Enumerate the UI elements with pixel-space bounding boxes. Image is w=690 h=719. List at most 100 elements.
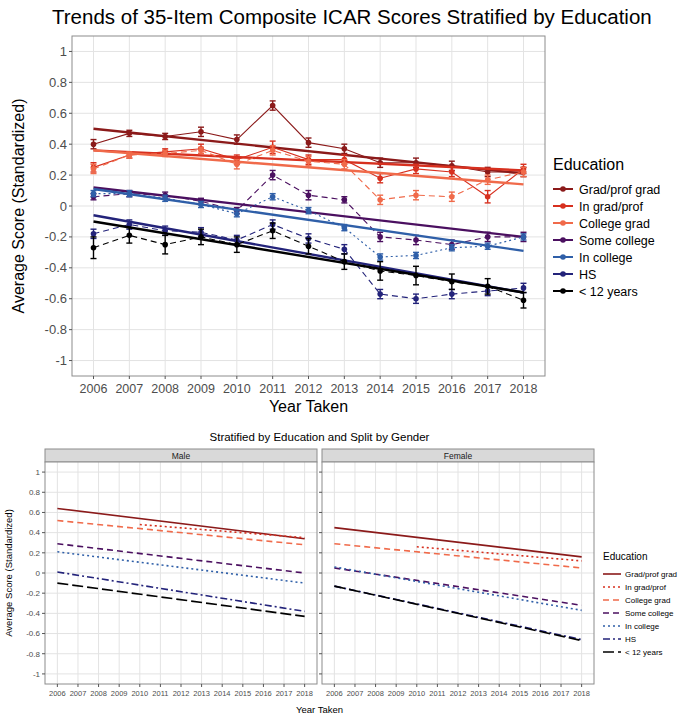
trend-line [94,150,524,184]
legend-marker [560,288,566,294]
x-tick [354,684,355,687]
grid-line [334,462,335,684]
y-tick [69,298,72,299]
legend-label: In college [625,622,660,631]
error-bar [413,266,419,285]
error-bar-cap [521,164,527,165]
data-point [91,191,97,197]
x-tick-label: 2006 [80,382,108,396]
x-tick [304,684,305,687]
error-bar-cap [449,298,455,299]
y-tick-label: 0.6 [29,508,41,517]
error-bar-cap [521,176,527,177]
grid-line [540,462,541,684]
x-tick-label: 2009 [388,689,405,698]
error-bar [485,191,491,203]
x-tick [201,684,202,687]
trend-line [57,583,304,616]
x-tick-label: 2010 [131,689,148,698]
y-tick [69,329,72,330]
error-bar-cap [306,199,312,200]
error-bar [485,175,491,184]
error-bar-cap [234,235,240,236]
x-axis-title: Year Taken [296,704,343,715]
x-tick [344,376,345,379]
error-bar-cap [521,232,527,233]
error-bar-cap [449,191,455,192]
x-tick-label: 2012 [295,382,323,396]
y-tick-label: 0.2 [29,549,41,558]
legend-item: College grad [603,596,670,605]
y-tick [42,532,45,533]
error-bar-cap [270,154,276,155]
error-bar [377,254,383,260]
error-bar [449,289,455,298]
data-point [306,208,312,214]
error-bar [306,238,312,253]
error-bar-cap [341,154,347,155]
error-bar-cap [306,190,312,191]
error-bar [162,150,168,156]
x-tick [334,684,335,687]
error-bar-cap [485,190,491,191]
error-bar-cap [234,154,240,155]
trend-line [57,552,304,583]
trend-line [57,572,304,611]
grid-line [519,462,520,684]
error-bar-cap [234,252,240,253]
error-bar-cap [234,168,240,169]
error-bar-cap [449,289,455,290]
chart-title: Trends of 35-Item Composite ICAR Scores … [52,5,652,28]
error-bar-cap [126,219,132,220]
x-tick [263,684,264,687]
error-bar-cap [485,184,491,185]
error-bar [449,192,455,201]
y-tick-label: 1 [36,468,41,477]
data-point [449,245,455,251]
x-tick [93,376,94,379]
legend-label: College grad [625,596,670,605]
x-tick-label: 2009 [187,382,215,396]
grid-line [354,462,355,684]
y-tick-label: -0.4 [45,260,67,275]
x-tick-label: 2013 [470,689,487,698]
trend-line [334,586,581,640]
trend-line [57,544,304,573]
error-bar [126,130,132,136]
error-bar [91,140,97,149]
x-tick [308,376,309,379]
x-tick [561,684,562,687]
error-bar [234,160,240,169]
grid-line [487,36,488,376]
error-bar [306,191,312,200]
error-bar-cap [91,162,97,163]
error-bar [126,152,132,158]
data-point [127,191,133,197]
x-tick-label: 2007 [70,689,87,698]
plot-marks [57,508,304,616]
trend-line [140,525,305,538]
grid-line [201,462,202,684]
x-tick-label: 2016 [438,382,466,396]
data-point [270,194,276,200]
x-tick [201,376,202,379]
x-tick [375,684,376,687]
x-tick-label: 2007 [115,382,143,396]
error-bar-cap [413,303,419,304]
legend-swatch [603,612,621,614]
error-bar-cap [485,202,491,203]
data-point [413,166,419,172]
data-point [270,172,276,178]
y-tick [69,113,72,114]
figure: Trends of 35-Item Composite ICAR Scores … [0,0,690,719]
x-tick-label: 2017 [474,382,502,396]
error-bar [198,201,204,207]
error-bar-cap [485,295,491,296]
grid-line [242,462,243,684]
legend-swatch [603,651,621,653]
error-bar [485,243,491,249]
legend-swatch [603,625,621,627]
error-bar [341,254,347,269]
error-bar [341,225,347,231]
error-bar-cap [198,126,204,127]
